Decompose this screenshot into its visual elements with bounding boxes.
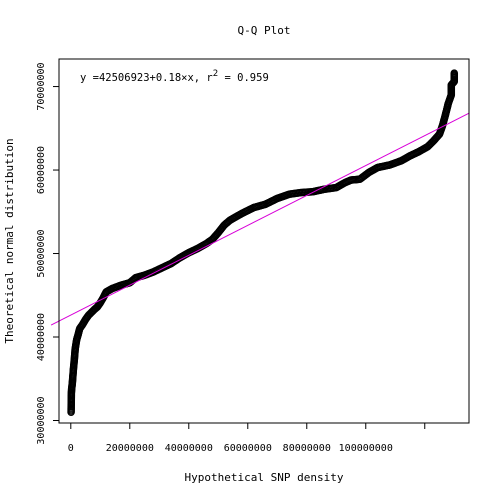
x-tick-label: 80000000 — [283, 443, 331, 454]
plot-frame — [58, 58, 470, 424]
data-point — [450, 69, 459, 77]
chart-title: Q-Q Plot — [238, 24, 291, 37]
fit-line — [50, 112, 470, 326]
y-tick-label: 60000000 — [36, 146, 47, 194]
x-tick-label: 60000000 — [224, 443, 272, 454]
y-axis-label: Theoretical normal distribution — [3, 138, 16, 343]
annotation-exponent: 2 — [213, 69, 218, 79]
x-axis-label: Hypothetical SNP density — [185, 471, 344, 484]
x-tick-label: 20000000 — [106, 443, 154, 454]
x-axis: 0 20000000 40000000 60000000 80000000 1000000… — [68, 423, 426, 454]
x-tick-label: 40000000 — [165, 443, 213, 454]
y-tick-label: 50000000 — [36, 229, 47, 277]
x-tick-label: 100000000 — [339, 443, 393, 454]
y-tick-label: 70000000 — [36, 62, 47, 110]
x-tick-label: 0 — [68, 443, 74, 454]
fit-equation-annotation: y =42506923+0.18×x, r2 = 0.959 — [80, 69, 269, 84]
annotation-prefix: y =42506923+0.18×x, r — [80, 72, 213, 84]
annotation-suffix: = 0.959 — [218, 72, 269, 84]
y-tick-label: 30000000 — [36, 396, 47, 444]
y-tick-label: 40000000 — [36, 313, 47, 361]
y-axis: 30000000 40000000 50000000 60000000 70000000 — [36, 62, 59, 445]
